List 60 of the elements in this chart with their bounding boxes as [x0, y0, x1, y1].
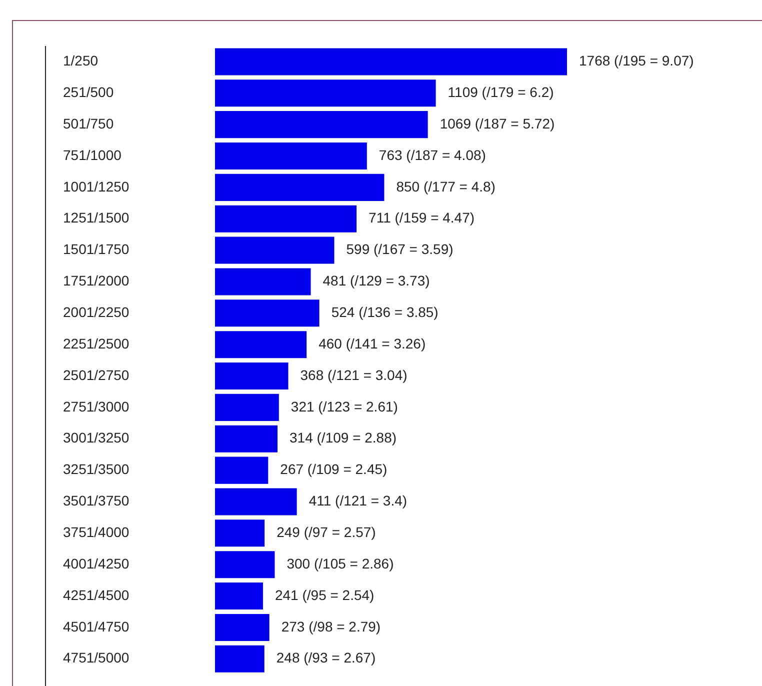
y-tick-label: 1001/1250: [63, 178, 130, 194]
data-label: 524 (/136 = 3.85): [331, 304, 438, 320]
bar: [215, 236, 334, 264]
data-label: 241 (/95 = 2.54): [274, 586, 374, 603]
data-label: 300 (/105 = 2.86): [286, 555, 394, 572]
bar: [215, 520, 265, 547]
bar: [215, 425, 278, 452]
data-label: 249 (/97 = 2.57): [276, 524, 376, 540]
data-label: 850 (/177 = 4.8): [396, 178, 496, 194]
data-label: 321 (/123 = 2.61): [290, 398, 398, 414]
y-tick-label: 4751/5000: [63, 650, 130, 666]
data-label: 1768 (/195 = 9.07): [579, 52, 694, 69]
y-tick-label: 2251/2500: [63, 335, 130, 352]
y-tick-label: 4001/4250: [63, 555, 130, 572]
y-tick-label: 2001/2250: [63, 304, 130, 320]
y-tick-label: 1/250: [63, 52, 98, 69]
y-tick-label: 3001/3250: [63, 430, 130, 446]
y-tick-label: 2501/2750: [63, 366, 130, 383]
data-label: 711 (/159 = 4.47): [368, 210, 475, 226]
y-tick-label: 251/500: [63, 84, 114, 100]
bar: [215, 488, 297, 516]
data-label: 481 (/129 = 3.73): [322, 272, 430, 289]
bar: [215, 300, 320, 327]
data-label: 267 (/109 = 2.45): [280, 461, 388, 478]
bar: [215, 268, 311, 296]
y-tick-label: 501/750: [63, 115, 114, 132]
bar: [215, 331, 307, 358]
bar: [215, 645, 264, 672]
bar: [215, 111, 428, 138]
bar: [215, 614, 270, 641]
y-tick-label: 1251/1500: [63, 210, 130, 226]
bar: [215, 362, 288, 390]
data-label: 368 (/121 = 3.04): [300, 366, 408, 383]
data-label: 314 (/109 = 2.88): [290, 430, 397, 446]
y-tick-label: 3501/3750: [63, 492, 130, 509]
y-tick-label: 3251/3500: [63, 461, 130, 478]
bar: [215, 80, 436, 107]
y-tick-label: 3751/4000: [63, 524, 130, 540]
y-tick-label: 1751/2000: [63, 272, 130, 289]
bar: [215, 142, 367, 170]
y-tick-label: 4251/4500: [63, 586, 130, 603]
data-label: 763 (/187 = 4.08): [378, 146, 486, 163]
bar: [215, 205, 357, 232]
y-tick-label: 2751/3000: [63, 398, 130, 414]
y-tick-label: 1501/1750: [63, 241, 130, 258]
bar: [215, 551, 275, 578]
bar: [215, 48, 567, 76]
bar: [215, 582, 263, 610]
y-tick-label: 751/1000: [63, 146, 122, 163]
data-label: 273 (/98 = 2.79): [281, 618, 381, 634]
data-label: 1069 (/187 = 5.72): [440, 115, 555, 132]
bar: [215, 456, 268, 484]
bar: [215, 174, 384, 201]
data-label: 460 (/141 = 3.26): [318, 335, 426, 352]
data-label: 248 (/93 = 2.67): [276, 650, 376, 666]
data-label: 411 (/121 = 3.4): [308, 492, 408, 509]
data-label: 599 (/167 = 3.59): [346, 241, 454, 258]
y-tick-label: 4501/4750: [63, 618, 130, 634]
data-label: 1109 (/179 = 6.2): [448, 84, 554, 100]
bar: [215, 394, 279, 421]
